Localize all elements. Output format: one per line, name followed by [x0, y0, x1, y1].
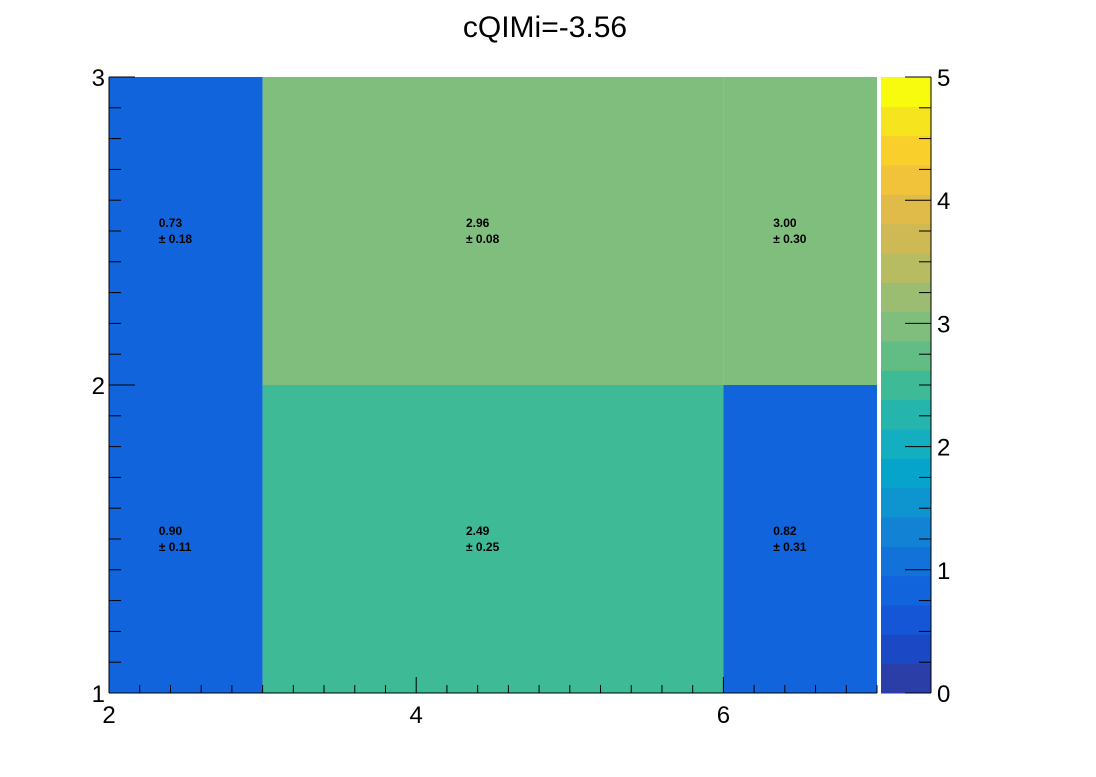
colorbar-tick-label: 2: [937, 435, 950, 462]
y-tick-label: 3: [92, 65, 105, 92]
cell-error-label: ± 0.18: [159, 232, 193, 246]
colorbar-swatch: [881, 77, 931, 107]
chart-title: cQIMi=-3.56: [463, 11, 627, 44]
colorbar-swatch: [881, 546, 931, 577]
x-tick-label: 2: [102, 702, 115, 729]
cell-value-label: 3.00: [773, 216, 797, 230]
y-tick-label: 1: [92, 681, 105, 708]
cell-value-label: 0.73: [159, 216, 183, 230]
cell-value-label: 2.49: [466, 524, 490, 538]
colorbar-swatch: [881, 341, 931, 371]
colorbar-swatch: [881, 399, 931, 430]
cell-error-label: ± 0.30: [773, 232, 807, 246]
colorbar-swatch: [881, 282, 931, 313]
colorbar-swatch: [881, 429, 931, 459]
colorbar-tick-label: 0: [937, 681, 950, 708]
x-tick-label: 4: [410, 702, 423, 729]
colorbar-swatch: [881, 634, 931, 665]
cell-error-label: ± 0.25: [466, 540, 500, 554]
heatmap-cell: [723, 77, 877, 385]
colorbar-swatch: [881, 223, 931, 254]
x-tick-label: 6: [717, 702, 730, 729]
cell-error-label: ± 0.11: [159, 540, 192, 554]
heatmap-cell: [109, 385, 263, 693]
cell-error-label: ± 0.31: [773, 540, 807, 554]
colorbar-tick-label: 4: [937, 188, 950, 215]
cell-value-label: 2.96: [466, 216, 490, 230]
heatmap-cell: [109, 77, 263, 385]
colorbar-tick-label: 5: [937, 65, 950, 92]
heatmap-cell: [723, 385, 877, 693]
colorbar-tick-label: 3: [937, 311, 950, 338]
cell-value-label: 0.82: [773, 524, 797, 538]
colorbar-swatch: [881, 194, 931, 225]
colorbar-swatch: [881, 605, 931, 635]
colorbar-swatch: [881, 106, 931, 137]
colorbar-swatch: [881, 517, 931, 547]
colorbar-swatch: [881, 458, 931, 489]
colorbar-layer: 0 1 2 3 4 5: [881, 65, 950, 708]
colorbar-swatch: [881, 165, 931, 195]
cells-layer: [109, 77, 877, 693]
colorbar-swatch: [881, 311, 931, 342]
colorbar-tick-label: 1: [937, 558, 950, 585]
cell-value-label: 0.90: [159, 524, 183, 538]
colorbar-swatch: [881, 663, 931, 694]
heatmap-cell: [262, 385, 724, 693]
cell-error-label: ± 0.08: [466, 232, 500, 246]
colorbar-swatch: [881, 253, 931, 283]
heatmap-cell: [262, 77, 724, 385]
y-tick-label: 2: [92, 373, 105, 400]
colorbar-swatch: [881, 487, 931, 518]
cell-labels-layer: 0.90 ± 0.11 2.49 ± 0.25 0.82 ± 0.31 0.73 ± 0.18…: [159, 216, 807, 554]
colorbar-swatch: [881, 135, 931, 166]
